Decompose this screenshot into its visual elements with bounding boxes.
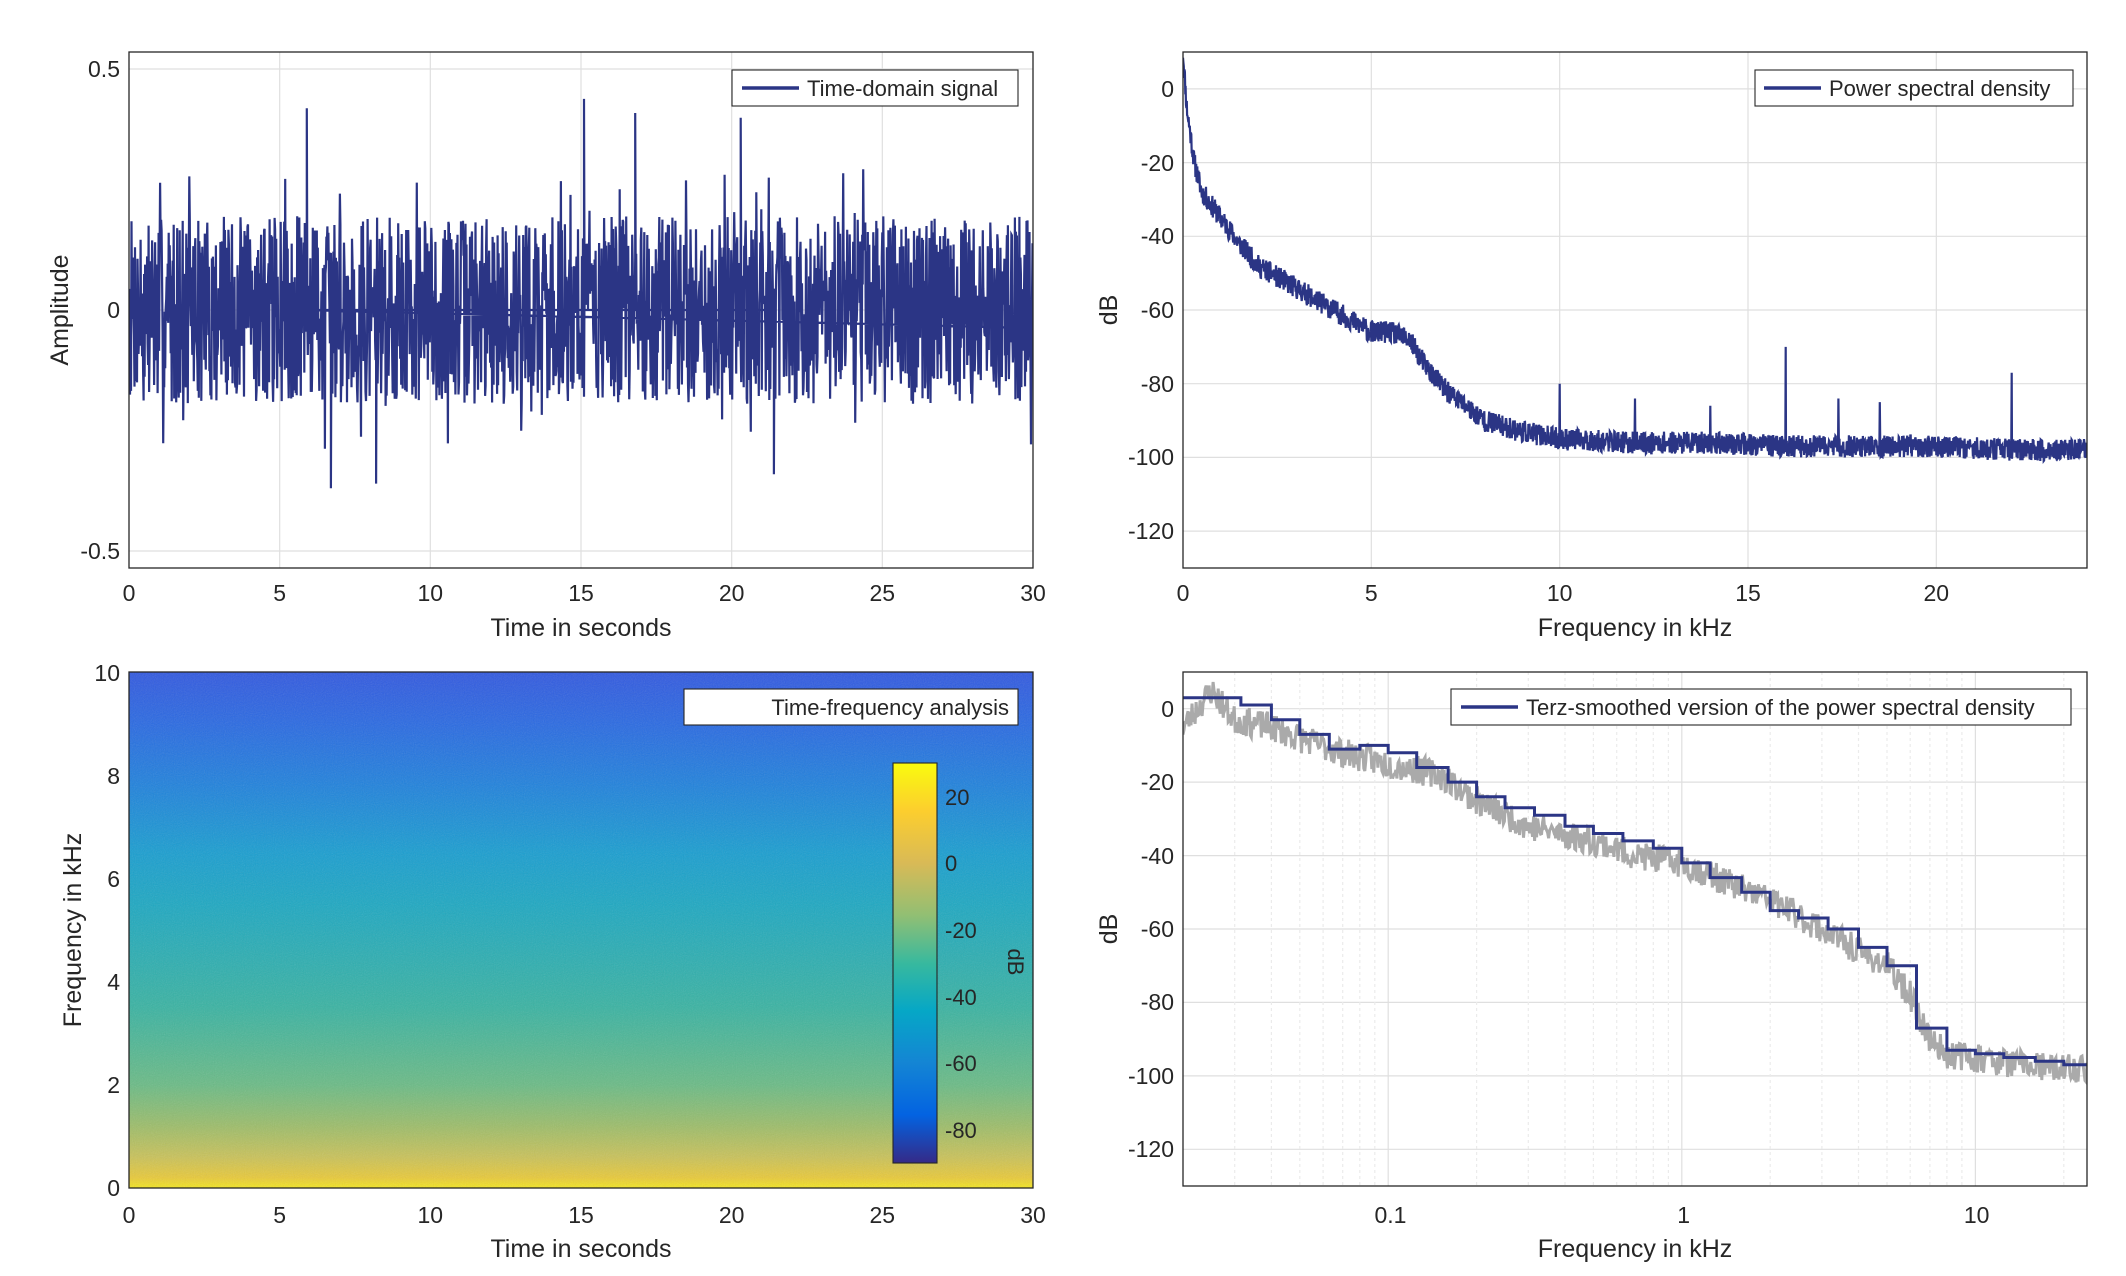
- x-tick-label: 10: [1547, 580, 1573, 606]
- y-axis-label: dB: [1095, 914, 1123, 945]
- x-tick-label: 0.1: [1375, 1202, 1407, 1228]
- x-tick-label: 0: [123, 580, 136, 606]
- psd-yticks: 0 -20 -40 -60 -80 -100 -120: [1128, 76, 1174, 544]
- x-tick-label: 15: [1735, 580, 1761, 606]
- legend-entry: Terz-smoothed version of the power spect…: [1526, 695, 2035, 720]
- x-tick-label: 5: [273, 580, 286, 606]
- spectrogram-noise-texture: [129, 672, 1033, 1188]
- terz-smoothed-psd-line: [1183, 696, 2087, 1067]
- colorbar-gradient: [892, 762, 938, 1164]
- y-tick-label: 10: [94, 660, 120, 686]
- psd-legend: Power spectral density: [1754, 69, 2074, 107]
- y-tick-label: -120: [1128, 1136, 1174, 1162]
- terz-yticks: 0 -20 -40 -60 -80 -100 -120: [1128, 696, 1174, 1162]
- colorbar-label: dB: [1003, 949, 1028, 976]
- y-tick-label: -80: [1141, 371, 1174, 397]
- y-tick-label: -120: [1128, 518, 1174, 544]
- y-tick-label: -40: [1141, 223, 1174, 249]
- psd-axes-box: [1182, 51, 2088, 569]
- x-tick-label: 20: [719, 580, 745, 606]
- x-tick-label: 0: [123, 1202, 136, 1228]
- y-tick-label: 0: [107, 297, 120, 323]
- y-tick-label: 0: [1161, 76, 1174, 102]
- y-tick-label: -80: [1141, 989, 1174, 1015]
- x-tick-label: 10: [418, 1202, 444, 1228]
- timeseries-axes-box: [128, 51, 1034, 569]
- legend-entry: Time-frequency analysis: [771, 695, 1009, 720]
- colorbar-tick-label: 20: [945, 785, 969, 810]
- y-tick-label: -100: [1128, 1063, 1174, 1089]
- x-axis-label: Frequency in kHz: [1538, 1235, 1733, 1263]
- x-tick-label: 15: [568, 580, 594, 606]
- x-axis-label: Frequency in kHz: [1538, 614, 1733, 642]
- psd-line: [1183, 57, 2087, 465]
- legend-entry: Time-domain signal: [807, 76, 998, 101]
- psd-panel: 0 5 10 15 20 0 -20 -40 -60 -80 -100 -120…: [1095, 51, 2088, 642]
- x-axis-label: Time in seconds: [490, 1235, 671, 1263]
- terz-panel: 0.1 1 10 0 -20 -40 -60 -80 -100 -120 Fre…: [1095, 671, 2088, 1263]
- spectrogram-panel: 0 5 10 15 20 25 30 0 2 4 6 8 10 Time in …: [59, 660, 1046, 1263]
- timeseries-panel: 0 5 10 15 20 25 30 0.5 0 -0.5 Time in se…: [46, 51, 1046, 642]
- spectrogram-yticks: 0 2 4 6 8 10: [94, 660, 120, 1201]
- y-tick-label: -20: [1141, 769, 1174, 795]
- legend-entry: Power spectral density: [1829, 76, 2050, 101]
- y-tick-label: -60: [1141, 297, 1174, 323]
- x-tick-label: 5: [1365, 580, 1378, 606]
- spectrogram-legend: Time-frequency analysis: [683, 688, 1019, 726]
- y-axis-label: dB: [1095, 295, 1123, 326]
- x-tick-label: 25: [870, 580, 896, 606]
- x-tick-label: 30: [1020, 580, 1046, 606]
- y-tick-label: -60: [1141, 916, 1174, 942]
- colorbar-tick-label: -80: [945, 1118, 977, 1143]
- x-tick-label: 10: [1964, 1202, 1990, 1228]
- colorbar-tick-label: 0: [945, 851, 957, 876]
- terz-axes-box: [1182, 671, 2088, 1187]
- colorbar-tick-label: -60: [945, 1051, 977, 1076]
- x-tick-label: 15: [568, 1202, 594, 1228]
- colorbar: 20 0 -20 -40 -60 -80 dB: [892, 762, 1028, 1164]
- x-tick-label: 20: [1924, 580, 1950, 606]
- y-tick-label: -0.5: [80, 538, 120, 564]
- terz-xticks: 0.1 1 10: [1375, 1202, 1990, 1228]
- x-tick-label: 0: [1177, 580, 1190, 606]
- timeseries-xticks: 0 5 10 15 20 25 30: [123, 580, 1046, 606]
- y-tick-label: 0.5: [88, 56, 120, 82]
- y-tick-label: 2: [107, 1072, 120, 1098]
- x-tick-label: 5: [273, 1202, 286, 1228]
- x-axis-label: Time in seconds: [490, 614, 671, 642]
- timeseries-legend: Time-domain signal: [731, 69, 1019, 107]
- spectrogram-axes-box: [128, 671, 1034, 1189]
- y-axis-label: Frequency in kHz: [59, 833, 87, 1028]
- colorbar-tick-label: -20: [945, 918, 977, 943]
- timeseries-yticks: 0.5 0 -0.5: [80, 56, 120, 564]
- x-tick-label: 20: [719, 1202, 745, 1228]
- y-tick-label: 4: [107, 969, 120, 995]
- y-tick-label: -20: [1141, 150, 1174, 176]
- y-tick-label: -40: [1141, 843, 1174, 869]
- psd-xticks: 0 5 10 15 20: [1177, 580, 1949, 606]
- y-tick-label: 6: [107, 866, 120, 892]
- y-tick-label: 0: [107, 1175, 120, 1201]
- y-tick-label: 0: [1161, 696, 1174, 722]
- x-tick-label: 1: [1677, 1202, 1690, 1228]
- raw-psd-line: [1183, 681, 2087, 1086]
- x-tick-label: 30: [1020, 1202, 1046, 1228]
- y-axis-label: Amplitude: [46, 254, 74, 365]
- x-tick-label: 10: [418, 580, 444, 606]
- spectrogram-xticks: 0 5 10 15 20 25 30: [123, 1202, 1046, 1228]
- y-tick-label: 8: [107, 763, 120, 789]
- time-domain-signal-line: [129, 98, 1033, 489]
- y-tick-label: -100: [1128, 444, 1174, 470]
- x-tick-label: 25: [870, 1202, 896, 1228]
- terz-grid: [1183, 672, 2087, 1186]
- terz-legend: Terz-smoothed version of the power spect…: [1450, 688, 2072, 726]
- colorbar-tick-label: -40: [945, 985, 977, 1010]
